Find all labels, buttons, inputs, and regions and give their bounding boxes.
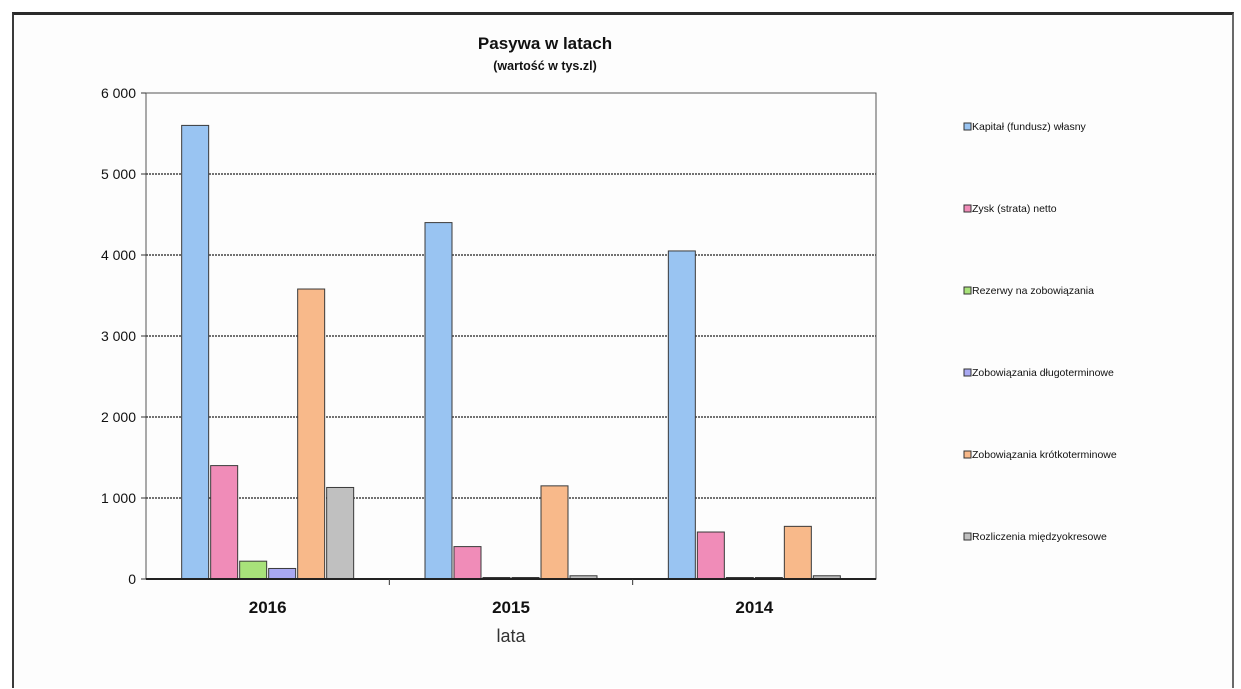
y-tick-label: 4 000 xyxy=(101,247,136,263)
bar xyxy=(210,465,239,580)
bar xyxy=(181,124,210,580)
x-category-label: 2014 xyxy=(735,598,773,617)
y-tick-label: 3 000 xyxy=(101,328,136,344)
bar xyxy=(268,567,297,580)
chart-title: Pasywa w latach xyxy=(478,34,612,53)
legend: Kapitał (fundusz) własny Zysk (strata) ne… xyxy=(963,121,1117,543)
y-tick-label: 5 000 xyxy=(101,166,136,182)
x-axis-label: lata xyxy=(496,626,526,646)
bar xyxy=(297,288,326,580)
bars xyxy=(181,124,841,580)
x-axis-categories: 2016 2015 2014 xyxy=(249,579,774,617)
legend-swatch xyxy=(963,532,972,541)
x-category-label: 2015 xyxy=(492,598,530,617)
legend-label: Zysk (strata) netto xyxy=(972,203,1057,215)
y-tick-label: 1 000 xyxy=(101,490,136,506)
bar xyxy=(424,222,453,580)
bar xyxy=(540,485,569,580)
legend-swatch xyxy=(963,204,972,213)
bar xyxy=(453,546,482,580)
legend-label: Rezerwy na zobowiązania xyxy=(972,285,1094,297)
legend-label: Zobowiązania długoterminowe xyxy=(972,367,1114,379)
legend-label: Rozliczenia międzyokresowe xyxy=(972,531,1107,543)
bar xyxy=(239,560,268,580)
chart-subtitle: (wartość w tys.zl) xyxy=(493,59,597,73)
y-tick-label: 6 000 xyxy=(101,85,136,101)
legend-swatch xyxy=(963,286,972,295)
bar xyxy=(783,525,812,580)
bar xyxy=(667,250,696,580)
y-tick-label: 0 xyxy=(128,571,136,587)
x-category-label: 2016 xyxy=(249,598,287,617)
bar xyxy=(696,531,725,580)
legend-swatch xyxy=(963,122,972,131)
legend-swatch xyxy=(963,368,972,377)
y-axis-ticks: 0 1 000 2 000 3 000 4 000 5 000 6 000 xyxy=(101,85,146,587)
bar xyxy=(326,486,355,580)
legend-label: Kapitał (fundusz) własny xyxy=(972,121,1087,133)
gridlines xyxy=(146,173,876,499)
legend-label: Zobowiązania krótkoterminowe xyxy=(972,449,1117,461)
y-tick-label: 2 000 xyxy=(101,409,136,425)
legend-swatch xyxy=(963,450,972,459)
